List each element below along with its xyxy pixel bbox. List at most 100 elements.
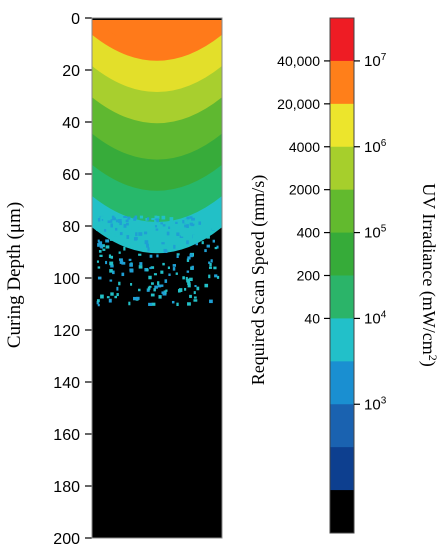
speckle: [123, 246, 126, 251]
speckle: [126, 222, 129, 226]
speckle: [126, 235, 130, 239]
speckle: [216, 245, 219, 249]
speckle: [114, 295, 117, 299]
speckle: [110, 292, 114, 296]
speckle: [106, 296, 110, 299]
speckle: [130, 283, 133, 286]
speckle: [150, 293, 155, 297]
speckle: [116, 286, 119, 291]
speckle: [189, 216, 193, 219]
speckle: [109, 269, 113, 273]
speckle: [133, 296, 137, 301]
speckle: [214, 246, 218, 250]
speckle: [166, 231, 170, 236]
speckle: [212, 239, 215, 243]
speckle: [127, 216, 131, 220]
speckle: [105, 245, 110, 249]
speckle: [139, 215, 144, 219]
colorbar-band: [330, 447, 354, 491]
speckle: [209, 262, 212, 267]
speckle: [171, 233, 174, 236]
irradiance-tick-label: 104: [364, 309, 387, 327]
colorbar-band: [330, 318, 354, 362]
speckle: [171, 225, 174, 228]
speckle: [138, 253, 142, 256]
speckle: [156, 254, 159, 258]
speckle: [96, 260, 99, 263]
speckle: [109, 279, 113, 282]
speckle: [109, 261, 114, 266]
speckle: [149, 254, 153, 258]
speckle: [163, 248, 168, 253]
speckle: [182, 220, 186, 224]
speckle: [134, 215, 138, 220]
speckle: [167, 266, 170, 270]
speckle: [112, 270, 115, 275]
speckle: [150, 266, 155, 269]
speckle: [138, 265, 143, 269]
speckle: [184, 219, 188, 224]
speckle: [186, 240, 189, 245]
speckle: [207, 229, 211, 233]
speckle: [171, 300, 175, 304]
speckle: [178, 288, 183, 292]
speckle: [147, 286, 150, 291]
speckle: [191, 225, 194, 229]
speckle: [204, 283, 209, 288]
speckle: [96, 301, 99, 305]
speckle: [206, 234, 210, 239]
speckle: [178, 221, 181, 225]
speckle: [121, 272, 125, 277]
speckle: [97, 303, 100, 307]
speckle: [193, 299, 198, 302]
depth-tick-label: 100: [53, 271, 80, 288]
curing-heatmap: [92, 18, 222, 538]
speckle: [204, 249, 207, 253]
speckle: [128, 301, 131, 306]
speckle: [107, 220, 111, 224]
speed-tick-label: 40: [304, 310, 320, 326]
speckle: [187, 235, 192, 239]
speckle: [119, 232, 123, 236]
speckle: [151, 217, 155, 221]
colorbar-band: [330, 189, 354, 234]
depth-tick-label: 20: [62, 63, 80, 80]
speckle: [110, 237, 114, 241]
speckle: [213, 226, 217, 229]
depth-tick-label: 80: [62, 219, 80, 236]
speckle: [138, 227, 141, 231]
speckle: [123, 224, 127, 228]
speckle: [214, 219, 217, 224]
speed-tick-label: 4000: [289, 139, 320, 155]
speckle: [143, 231, 148, 235]
speckle: [148, 285, 152, 288]
speckle: [208, 266, 212, 269]
speckle: [123, 216, 126, 220]
speckle: [180, 231, 183, 236]
speckle: [179, 235, 184, 239]
speckle: [213, 266, 217, 270]
speckle: [111, 227, 114, 231]
speckle: [186, 216, 190, 220]
speckle: [138, 232, 143, 236]
speckle: [153, 288, 156, 292]
speckle: [105, 260, 108, 265]
speckle: [102, 244, 105, 248]
speckle: [110, 264, 114, 268]
speckle: [108, 298, 112, 303]
speckle: [99, 244, 103, 248]
speckle: [162, 262, 165, 266]
speckle: [123, 215, 128, 218]
speckle: [191, 217, 195, 221]
speckle: [99, 254, 103, 257]
speckle: [171, 229, 174, 233]
speckle: [114, 234, 117, 237]
speckle: [192, 234, 196, 239]
speckle: [196, 286, 200, 291]
irradiance-tick-label: 105: [364, 224, 387, 242]
speckle: [154, 285, 158, 289]
speckle: [161, 242, 165, 245]
speckle: [186, 278, 191, 283]
speckle: [208, 261, 211, 264]
